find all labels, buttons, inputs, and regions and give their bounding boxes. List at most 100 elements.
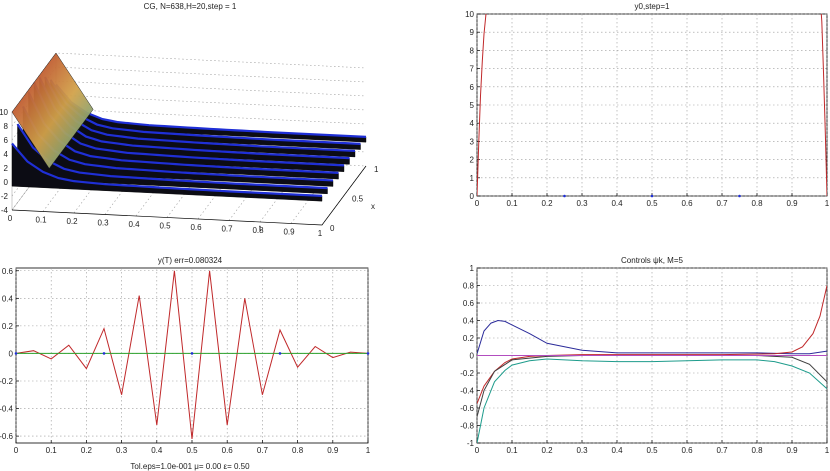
y0-ytick-label: 3	[470, 137, 475, 146]
ctrl-xtick-label: 0.4	[611, 446, 623, 455]
yT-ytick-label: -0.4	[0, 405, 14, 414]
surface-ylabel: x	[371, 202, 375, 211]
y0-ytick-label: 10	[465, 10, 474, 19]
controls-panel: Controls ψk, M=5 0 0.1 0.2 0.3 0.4 0.5 0.6 0.7 0…	[460, 256, 830, 455]
surface-xtick-label: 0	[330, 224, 335, 233]
surface-ztick-label: 8	[4, 122, 9, 131]
y0-ytick-label: 7	[470, 65, 475, 74]
ctrl-ytick-label: 0.4	[463, 317, 475, 326]
yT-footer: Tol.eps=1.0e-001 μ= 0.00 ε= 0.50	[130, 462, 250, 471]
yT-panel: y(T) err=0.080324 0 0.1 0.2 0.3 0.4 0.5 0.6 0.7…	[0, 256, 371, 471]
ctrl-series-line-0	[477, 319, 827, 355]
y0-xtick-label: 0.2	[541, 199, 553, 208]
surface-ttick-label: 0.1	[35, 216, 47, 225]
y0-ytick-label: 6	[470, 83, 475, 92]
yT-xtick-label: 0	[14, 446, 19, 455]
ctrl-xtick-label: 0.7	[716, 446, 728, 455]
ctrl-ytick-label: -0.8	[460, 422, 474, 431]
y0-lines	[477, 14, 827, 198]
y0-marker	[563, 194, 566, 198]
surface-ztick-label: -4	[1, 206, 9, 215]
yT-xtick-label: 0.8	[292, 446, 304, 455]
ctrl-xtick-label: 0.3	[576, 446, 588, 455]
yT-ytick-label: -0.6	[0, 432, 14, 441]
ctrl-ytick-label: -0.6	[460, 404, 474, 413]
surface-edge-line	[27, 91, 339, 174]
surface-xtick-label: 1	[374, 165, 379, 174]
surface-plot	[11, 52, 367, 202]
ctrl-ytick-label: -1	[467, 439, 475, 448]
yT-xtick-label: 0.3	[116, 446, 128, 455]
y0-xtick-label: 0.8	[751, 199, 763, 208]
yT-lines	[14, 270, 370, 439]
yT-marker	[190, 352, 194, 355]
surface-ztick-label: -2	[1, 192, 9, 201]
surface-ztick-label: 2	[4, 164, 9, 173]
y0-xtick-label: 0.3	[576, 199, 588, 208]
surface-ttick-label: 0.8	[252, 226, 264, 235]
ctrl-xtick-label: 0.2	[541, 446, 553, 455]
ctrl-ytick-label: 0.2	[463, 334, 475, 343]
yT-ytick-label: 0.2	[2, 322, 14, 331]
controls-title: Controls ψk, M=5	[621, 256, 683, 265]
ctrl-xtick-label: 0.8	[751, 446, 763, 455]
ctrl-xtick-label: 1	[825, 446, 830, 455]
yT-marker	[366, 352, 370, 355]
y0-marker	[650, 194, 654, 198]
yT-xtick-label: 0.1	[46, 446, 58, 455]
y0-plot-frame	[476, 13, 828, 197]
yT-ytick-label: 0	[9, 349, 14, 358]
yT-xtick-label: 0.9	[327, 446, 339, 455]
y0-xtick-label: 0.4	[611, 199, 623, 208]
yT-grid: 0 0.1 0.2 0.3 0.4 0.5 0.6 0.7 0.8 0.9 1 -0.6 -0.4 -0.…	[0, 267, 371, 455]
surface-edge-line	[49, 79, 361, 145]
yT-xtick-label: 0.6	[222, 446, 234, 455]
surface-ztick-label: 6	[4, 136, 9, 145]
ctrl-xtick-label: 0.5	[646, 446, 658, 455]
surface-ttick-label: 0.6	[190, 223, 202, 232]
yT-ytick-label: -0.2	[0, 377, 14, 386]
ctrl-ytick-label: -0.4	[460, 387, 474, 396]
y0-xtick-label: 0.9	[786, 199, 798, 208]
controls-lines	[477, 285, 827, 443]
y0-panel: y0,step=1 0 0.1 0.2 0.3 0.4 0.5 0.6 0.7 0.8 0.9 10…	[465, 2, 830, 208]
surface-xlabel: t	[259, 224, 262, 233]
yT-xtick-label: 0.4	[151, 446, 163, 455]
yT-marker	[278, 352, 282, 355]
surface-edge-line	[16, 123, 328, 190]
y0-xtick-label: 0.7	[716, 199, 728, 208]
ctrl-series-line-1	[477, 285, 827, 404]
ctrl-ytick-label: 0	[470, 352, 475, 361]
surface-edge-line	[22, 105, 334, 182]
surface-floor-edge	[11, 165, 367, 226]
yT-marker	[14, 352, 18, 355]
yT-xtick-label: 0.2	[81, 446, 93, 455]
surface-ttick-label: 0.7	[221, 225, 233, 234]
surface-edge-line	[38, 77, 350, 160]
y0-grid: 0 0.1 0.2 0.3 0.4 0.5 0.6 0.7 0.8 0.9 101234567891…	[465, 10, 830, 208]
surface-edge-line	[33, 82, 345, 167]
surface-xtick-label: 0.5	[352, 195, 364, 204]
surface-ztick-label: 0	[4, 178, 9, 187]
ctrl-ytick-label: 0.8	[463, 282, 475, 291]
ctrl-ytick-label: -0.2	[460, 369, 474, 378]
y0-ytick-label: 4	[470, 119, 475, 128]
yT-marker	[102, 352, 106, 355]
y0-ytick-label: 5	[470, 101, 475, 110]
surface-ztick-label: 4	[4, 150, 9, 159]
y0-ytick-label: 1	[470, 174, 475, 183]
surface-edge-line	[11, 142, 323, 197]
y0-title: y0,step=1	[635, 2, 670, 11]
ctrl-ytick-label: 1	[470, 264, 475, 273]
yT-xtick-label: 0.7	[257, 446, 269, 455]
yT-xtick-label: 1	[366, 446, 371, 455]
y0-ytick-label: 2	[470, 156, 475, 165]
yT-ytick-label: 0.6	[2, 267, 14, 276]
ctrl-ytick-label: 0.6	[463, 299, 475, 308]
surface-title: CG, N=638,H=20,step = 1	[144, 2, 237, 11]
surface-ttick-label: 0	[8, 214, 13, 223]
y0-ytick-label: 0	[470, 192, 475, 201]
surface-ttick-label: 0.5	[159, 222, 171, 231]
surface-ztick-label: 10	[0, 108, 9, 117]
